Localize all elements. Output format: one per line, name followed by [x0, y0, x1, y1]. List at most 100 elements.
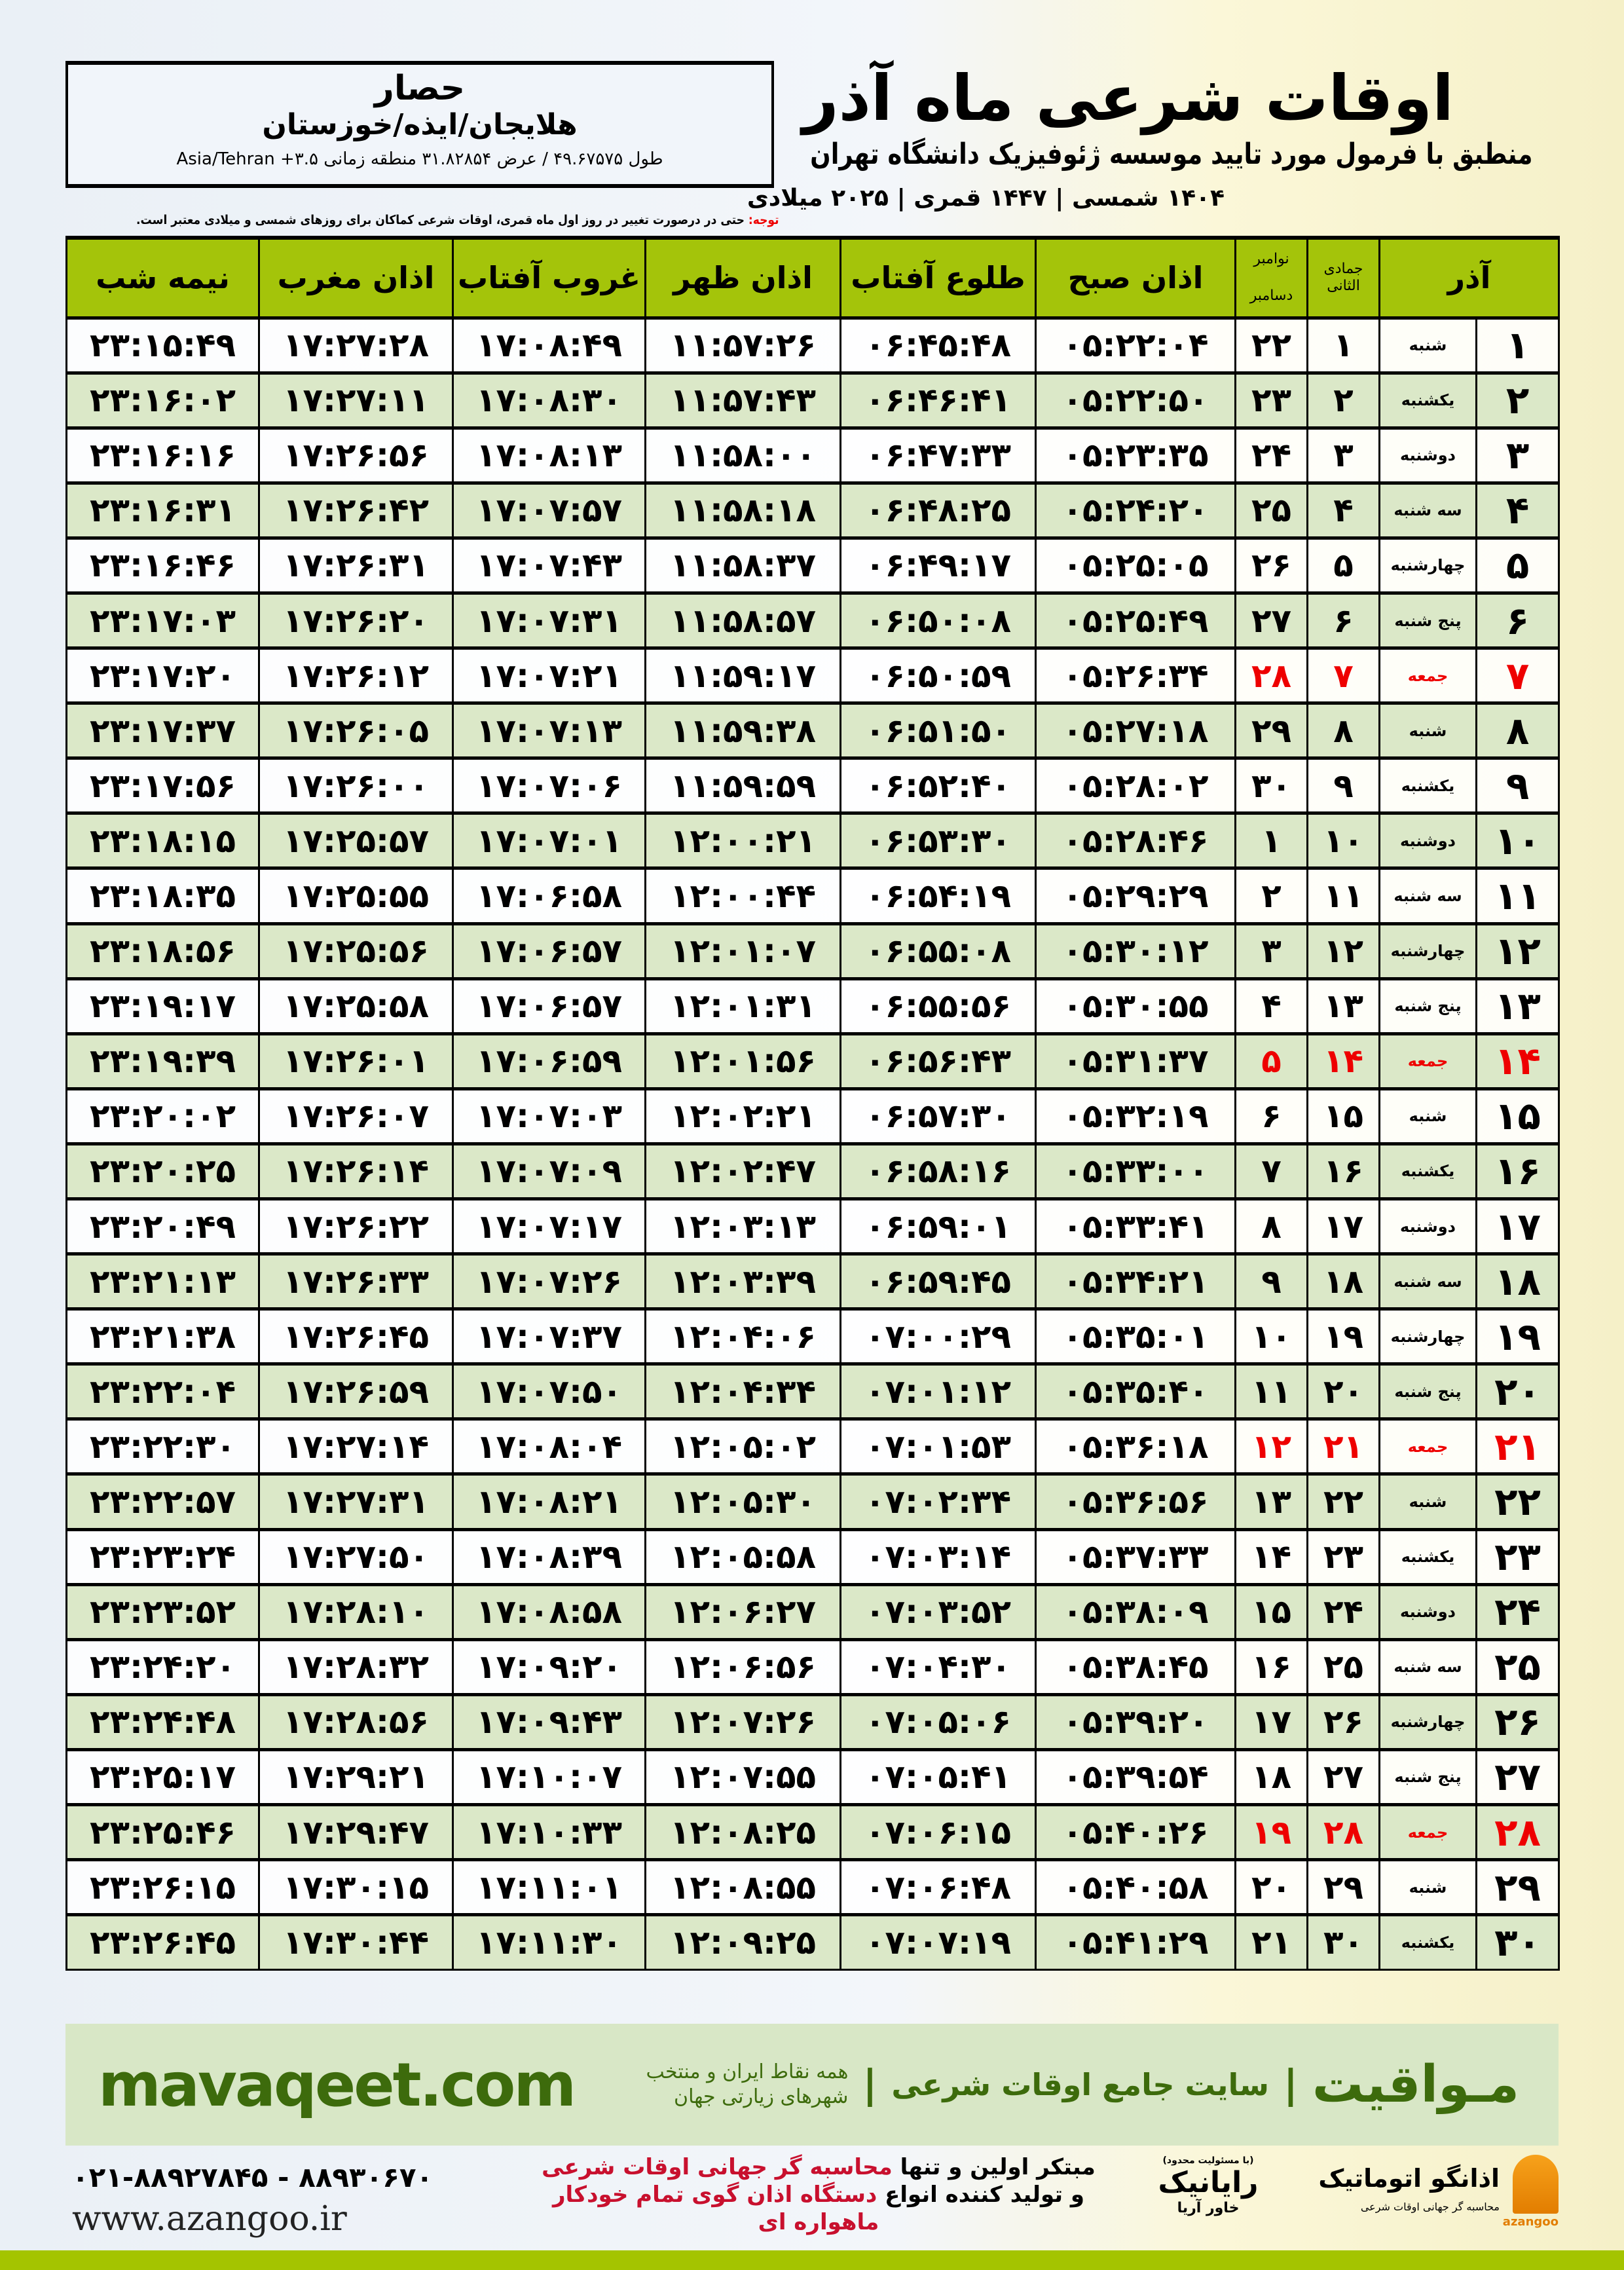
maghrib-time: ۱۷:۲۷:۵۰ [258, 1527, 454, 1586]
maghrib-time: ۱۷:۲۸:۱۰ [258, 1582, 454, 1641]
greg-day: ۱۲ [1234, 1417, 1308, 1476]
maghrib-time: ۱۷:۲۶:۰۰ [258, 756, 454, 815]
year-line: ۱۴۰۴ شمسی | ۱۴۴۷ قمری | ۲۰۲۵ میلادی [747, 185, 1225, 212]
greg-day: ۲۱ [1234, 1913, 1308, 1971]
maghrib-time: ۱۷:۲۶:۵۶ [258, 426, 454, 484]
table-row: ۹ یکشنبه ۹ ۳۰ ۰۵:۲۸:۰۲ ۰۶:۵۲:۴۰ ۱۱:۵۹:۵۹ ۱۷:۰۷:… [65, 756, 1560, 815]
maghrib-time: ۱۷:۲۶:۰۱ [258, 1032, 454, 1090]
greg-day: ۱ [1234, 811, 1308, 870]
weekday: یکشنبه [1378, 371, 1478, 429]
table-row: ۱۶ یکشنبه ۱۶ ۷ ۰۵:۳۳:۰۰ ۰۶:۵۸:۱۶ ۱۲:۰۲:۴۷ ۱۷:۰۷… [65, 1142, 1560, 1200]
maghrib-time: ۱۷:۲۸:۳۲ [258, 1637, 454, 1696]
table-row: ۱۱ سه شنبه ۱۱ ۲ ۰۵:۲۹:۲۹ ۰۶:۵۴:۱۹ ۱۲:۰۰:۴۴ ۱۷:۰… [65, 866, 1560, 925]
maghrib-time: ۱۷:۲۸:۵۶ [258, 1692, 454, 1751]
dhuhr-time: ۱۲:۰۵:۵۸ [644, 1527, 841, 1586]
hijri-day: ۹ [1306, 756, 1380, 815]
fajr-time: ۰۵:۳۵:۰۱ [1035, 1307, 1236, 1366]
sunset-time: ۱۷:۰۷:۱۷ [452, 1197, 646, 1256]
dhuhr-time: ۱۲:۰۲:۴۷ [644, 1142, 841, 1200]
fajr-time: ۰۵:۴۰:۵۸ [1035, 1858, 1236, 1916]
weekday: پنج شنبه [1378, 1362, 1478, 1421]
greg-day: ۲ [1234, 866, 1308, 925]
table-row: ۱۹ چهارشنبه ۱۹ ۱۰ ۰۵:۳۵:۰۱ ۰۷:۰۰:۲۹ ۱۲:۰۴:۰۶ ۱۷… [65, 1307, 1560, 1366]
midnight-time: ۲۳:۱۶:۱۶ [65, 426, 260, 484]
midnight-time: ۲۳:۲۶:۱۵ [65, 1858, 260, 1916]
fajr-time: ۰۵:۳۳:۴۱ [1035, 1197, 1236, 1256]
greg-day: ۱۱ [1234, 1362, 1308, 1421]
table-row: ۵ چهارشنبه ۵ ۲۶ ۰۵:۲۵:۰۵ ۰۶:۴۹:۱۷ ۱۱:۵۸:۳۷ ۱۷:۰… [65, 536, 1560, 594]
mavaqeet-url[interactable]: mavaqeet.com [98, 2049, 576, 2120]
fajr-time: ۰۵:۳۰:۵۵ [1035, 977, 1236, 1035]
fajr-time: ۰۵:۲۹:۲۹ [1035, 866, 1236, 925]
greg-day: ۹ [1234, 1252, 1308, 1311]
greg-day: ۲۰ [1234, 1858, 1308, 1916]
hijri-day: ۱۱ [1306, 866, 1380, 925]
fajr-time: ۰۵:۳۹:۵۴ [1035, 1747, 1236, 1806]
fajr-time: ۰۵:۲۷:۱۸ [1035, 701, 1236, 760]
table-row: ۱ شنبه ۱ ۲۲ ۰۵:۲۲:۰۴ ۰۶:۴۵:۴۸ ۱۱:۵۷:۲۶ ۱۷:۰۸:۴۹… [65, 316, 1560, 374]
midnight-time: ۲۳:۱۵:۴۹ [65, 316, 260, 374]
greg-day: ۱۴ [1234, 1527, 1308, 1586]
maghrib-time: ۱۷:۲۶:۴۵ [258, 1307, 454, 1366]
azar-day: ۱۸ [1475, 1252, 1560, 1311]
mavaqeet-banner: مـواقیت | سایت جامع اوقات شرعی | همه نقا… [65, 2024, 1559, 2146]
azangoo-url[interactable]: www.azangoo.ir [72, 2199, 347, 2239]
weekday: چهارشنبه [1378, 1692, 1478, 1751]
table-row: ۲۴ دوشنبه ۲۴ ۱۵ ۰۵:۳۸:۰۹ ۰۷:۰۳:۵۲ ۱۲:۰۶:۲۷ ۱۷:۰… [65, 1582, 1560, 1641]
greg-day: ۷ [1234, 1142, 1308, 1200]
sunset-time: ۱۷:۰۶:۵۹ [452, 1032, 646, 1090]
maghrib-time: ۱۷:۲۶:۴۲ [258, 481, 454, 539]
location-box: حصار هلایجان/ایذه/خوزستان طول ۴۹.۶۷۵۷۵ /… [65, 61, 774, 188]
hijri-day: ۴ [1306, 481, 1380, 539]
sunrise-time: ۰۶:۵۵:۰۸ [840, 921, 1037, 980]
midnight-time: ۲۳:۱۸:۱۵ [65, 811, 260, 870]
sunrise-time: ۰۶:۴۹:۱۷ [840, 536, 1037, 594]
sunrise-time: ۰۶:۵۷:۳۰ [840, 1087, 1037, 1145]
dhuhr-time: ۱۲:۰۲:۲۱ [644, 1087, 841, 1145]
weekday: شنبه [1378, 701, 1478, 760]
sunset-time: ۱۷:۰۸:۰۴ [452, 1417, 646, 1476]
azar-day: ۲۱ [1475, 1417, 1560, 1476]
page-subtitle: منطبق با فرمول مورد تایید موسسه ژئوفیزیک… [809, 138, 1532, 171]
bottom-bar [0, 2250, 1624, 2270]
weekday: دوشنبه [1378, 811, 1478, 870]
hijri-day: ۱۶ [1306, 1142, 1380, 1200]
weekday: پنج شنبه [1378, 591, 1478, 650]
dhuhr-time: ۱۲:۰۱:۰۷ [644, 921, 841, 980]
table-row: ۱۵ شنبه ۱۵ ۶ ۰۵:۳۲:۱۹ ۰۶:۵۷:۳۰ ۱۲:۰۲:۲۱ ۱۷:۰۷:۰… [65, 1087, 1560, 1145]
weekday: چهارشنبه [1378, 921, 1478, 980]
city-name: حصار [374, 69, 466, 108]
hijri-day: ۲۶ [1306, 1692, 1380, 1751]
mavaqeet-logo: مـواقیت [1312, 2055, 1519, 2114]
azar-day: ۲ [1475, 371, 1560, 429]
midnight-time: ۲۳:۲۰:۰۲ [65, 1087, 260, 1145]
maghrib-time: ۱۷:۲۷:۱۱ [258, 371, 454, 429]
sunrise-time: ۰۷:۰۱:۵۳ [840, 1417, 1037, 1476]
table-row: ۲۸ جمعه ۲۸ ۱۹ ۰۵:۴۰:۲۶ ۰۷:۰۶:۱۵ ۱۲:۰۸:۲۵ ۱۷:۱۰:… [65, 1803, 1560, 1861]
dhuhr-time: ۱۲:۰۷:۲۶ [644, 1692, 841, 1751]
weekday: یکشنبه [1378, 1142, 1478, 1200]
maghrib-time: ۱۷:۲۶:۰۵ [258, 701, 454, 760]
weekday: چهارشنبه [1378, 536, 1478, 594]
fajr-time: ۰۵:۳۸:۰۹ [1035, 1582, 1236, 1641]
sunset-time: ۱۷:۰۸:۳۹ [452, 1527, 646, 1586]
azar-day: ۱۹ [1475, 1307, 1560, 1366]
geo-info: طول ۴۹.۶۷۵۷۵ / عرض ۳۱.۸۲۸۵۴ منطقه زمانی … [176, 149, 663, 169]
sunrise-time: ۰۶:۵۸:۱۶ [840, 1142, 1037, 1200]
weekday: یکشنبه [1378, 1913, 1478, 1971]
sunrise-time: ۰۶:۴۷:۳۳ [840, 426, 1037, 484]
note-label: توجه: [748, 213, 779, 227]
table-row: ۲۱ جمعه ۲۱ ۱۲ ۰۵:۳۶:۱۸ ۰۷:۰۱:۵۳ ۱۲:۰۵:۰۲ ۱۷:۰۸:… [65, 1417, 1560, 1476]
hijri-day: ۲۵ [1306, 1637, 1380, 1696]
sunset-time: ۱۷:۰۷:۳۱ [452, 591, 646, 650]
dhuhr-time: ۱۱:۵۸:۰۰ [644, 426, 841, 484]
hijri-day: ۲۸ [1306, 1803, 1380, 1861]
maghrib-time: ۱۷:۲۶:۲۲ [258, 1197, 454, 1256]
sunrise-time: ۰۶:۵۳:۳۰ [840, 811, 1037, 870]
sunset-time: ۱۷:۰۷:۰۹ [452, 1142, 646, 1200]
greg-day: ۲۷ [1234, 591, 1308, 650]
sunset-time: ۱۷:۰۶:۵۷ [452, 921, 646, 980]
col-sunrise: طلوع آفتاب [840, 236, 1037, 319]
prayer-times-table: آذر جمادی الثانی نوامبر دسامبر اذان صبح ط… [65, 236, 1560, 1971]
dhuhr-time: ۱۲:۰۱:۵۶ [644, 1032, 841, 1090]
